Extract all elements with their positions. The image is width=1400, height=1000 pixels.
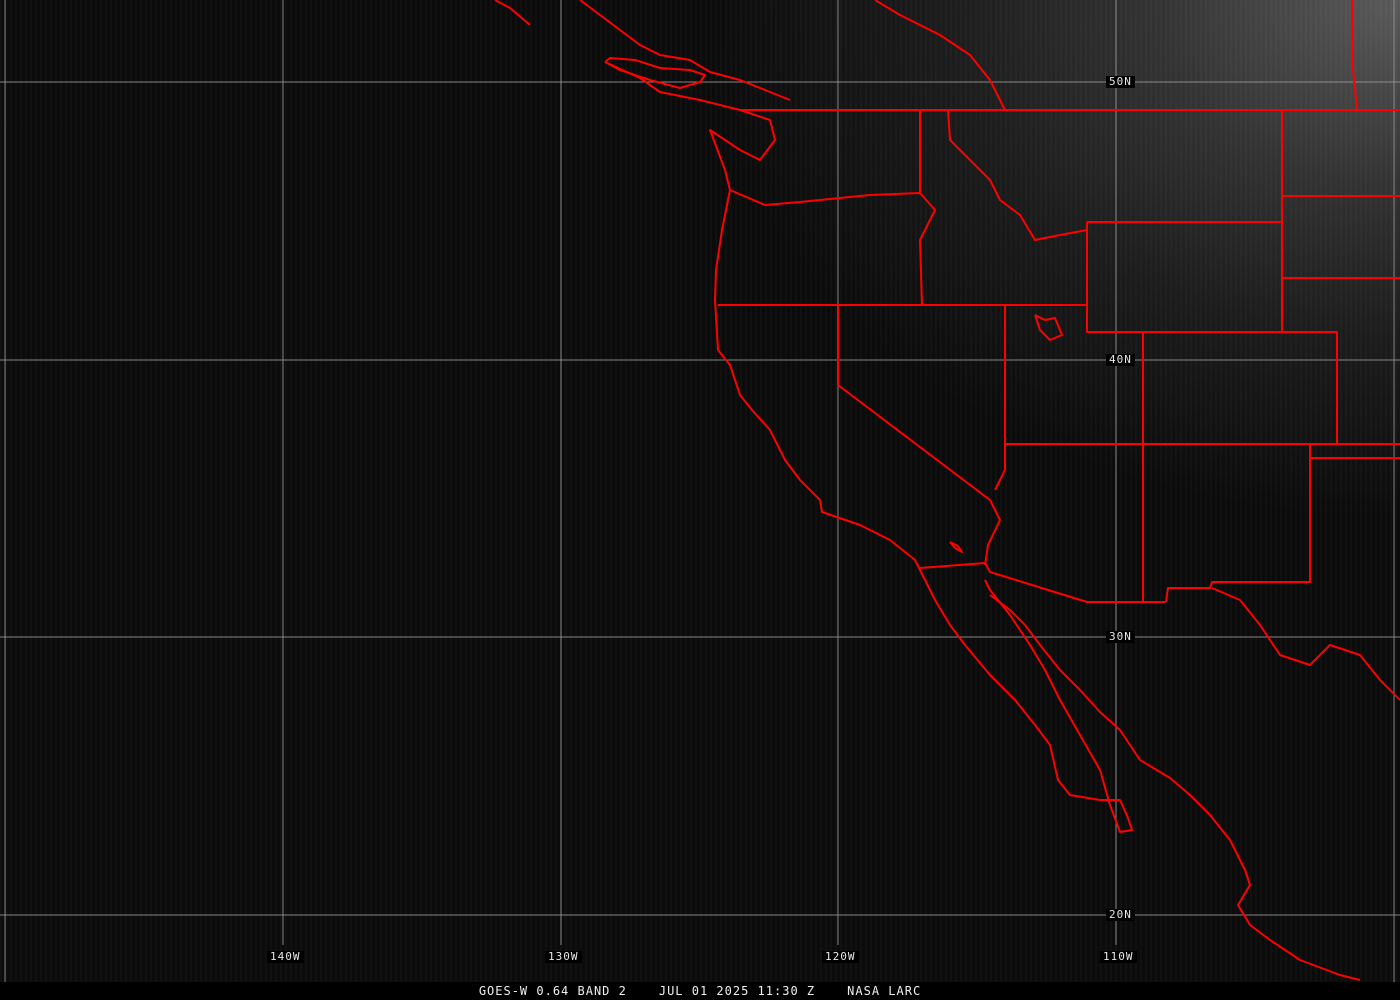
lat-label-40n: 40N [1106, 354, 1135, 366]
nm-tx-border [1309, 444, 1400, 459]
rio-grande [1211, 587, 1400, 701]
lat-label-30n: 30N [1106, 631, 1135, 643]
caption-source: NASA LARC [847, 984, 922, 998]
bc-coast-2 [579, 0, 791, 101]
lat-label-20n: 20N [1106, 909, 1135, 921]
lon-label-110w: 110W [1100, 951, 1137, 963]
salton-sea [949, 541, 963, 553]
lat-label-50n: 50N [1106, 76, 1135, 88]
caption-datetime: JUL 01 2025 11:30 Z [658, 984, 816, 998]
lon-label-120w: 120W [822, 951, 859, 963]
ca-nv-border [837, 305, 1001, 566]
vancouver-island [604, 57, 706, 89]
pacific-coastline [604, 61, 1133, 833]
political-borders [494, 0, 1400, 981]
canada-internal-border [874, 0, 1006, 111]
id-mt-border [947, 109, 1088, 241]
nv-ut-border [994, 305, 1006, 491]
wa-or-border [729, 189, 921, 206]
ne-co-border [1282, 331, 1338, 444]
bc-coast [494, 0, 531, 26]
canada-province-border [1351, 0, 1358, 111]
lon-label-130w: 130W [545, 951, 582, 963]
caption-satellite: GOES-W 0.64 BAND 2 [478, 984, 627, 998]
mt-border [1281, 110, 1400, 279]
mexico-mainland-coast [989, 594, 1361, 981]
lon-label-140w: 140W [267, 951, 304, 963]
nm-east-border [1165, 458, 1311, 603]
great-salt-lake [1034, 314, 1063, 341]
wa-id-border [919, 110, 936, 306]
us-mexico-border [919, 562, 1166, 603]
image-caption: GOES-W 0.64 BAND 2 JUL 01 2025 11:30 Z NAS… [0, 982, 1400, 1000]
